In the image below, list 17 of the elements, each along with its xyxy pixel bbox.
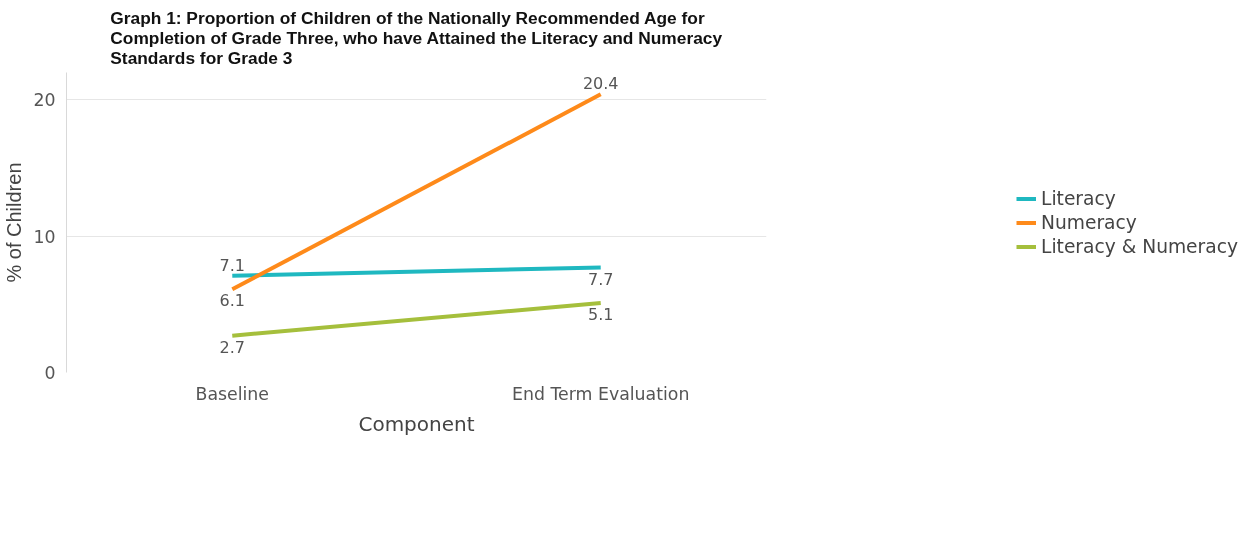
- y-tick-label: 0: [44, 363, 56, 383]
- data-label: 2.7: [219, 337, 246, 357]
- y-tick-label: 10: [33, 226, 56, 247]
- data-label: 5.1: [587, 304, 614, 324]
- data-label: 20.4: [582, 74, 619, 94]
- legend-label: Numeracy: [1040, 211, 1137, 233]
- data-label: 7.1: [219, 255, 246, 275]
- y-tick-label: 20: [33, 90, 56, 111]
- x-axis-title: Component: [358, 411, 475, 436]
- legend-label: Literacy & Numeracy: [1040, 235, 1239, 257]
- x-tick-label: End Term Evaluation: [512, 383, 690, 404]
- data-label: 6.1: [219, 291, 246, 311]
- legend-label: Literacy: [1040, 187, 1116, 209]
- data-label: 7.7: [587, 269, 614, 289]
- chart-title: Graph 1: Proportion of Children of the Nationally Recommended Age for Completion of Grade Three, who have Attained the Literacy and Numeracy Standards for Grade 3: [110, 7, 723, 68]
- x-tick-label: Baseline: [195, 383, 270, 404]
- y-axis-title: % of Children: [3, 162, 26, 283]
